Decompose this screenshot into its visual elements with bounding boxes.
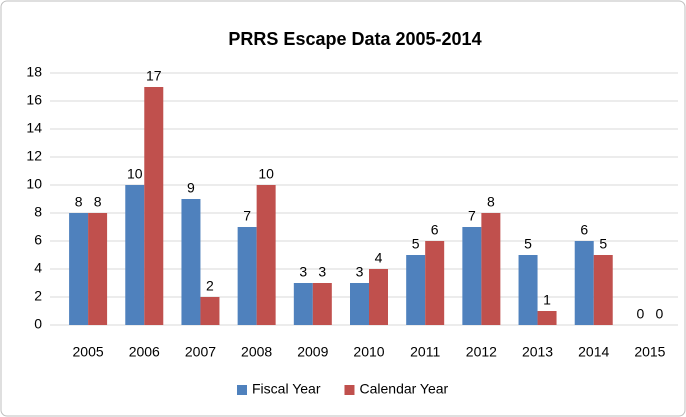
bar (237, 227, 257, 325)
data-label: 5 (412, 236, 420, 252)
bar (462, 227, 482, 325)
x-tick-label: 2014 (578, 344, 609, 360)
data-label: 3 (356, 264, 364, 280)
data-label: 0 (656, 306, 664, 322)
bar (181, 199, 201, 325)
x-tick-label: 2015 (634, 344, 665, 360)
data-label: 0 (637, 306, 645, 322)
x-tick-label: 2007 (185, 344, 216, 360)
data-label: 6 (431, 222, 439, 238)
data-label: 9 (187, 180, 195, 196)
data-label: 10 (127, 166, 143, 182)
y-tick-label: 10 (26, 176, 42, 192)
bar (88, 213, 108, 325)
bar (518, 255, 538, 325)
y-tick-label: 6 (34, 232, 42, 248)
x-tick-label: 2012 (466, 344, 497, 360)
bar (69, 213, 89, 325)
x-tick-label: 2006 (129, 344, 160, 360)
legend-swatch (344, 385, 355, 395)
y-tick-label: 12 (26, 148, 42, 164)
data-label: 17 (146, 68, 162, 84)
data-label: 10 (258, 166, 274, 182)
bar (369, 269, 388, 325)
x-tick-label: 2013 (522, 344, 553, 360)
x-tick-label: 2011 (410, 344, 440, 360)
data-label: 3 (299, 264, 307, 280)
bar (125, 185, 145, 325)
bar (593, 255, 613, 325)
x-tick-label: 2010 (353, 344, 384, 360)
y-tick-label: 0 (34, 316, 42, 332)
bar (256, 185, 276, 325)
data-label: 1 (543, 292, 551, 308)
data-label: 4 (375, 250, 383, 266)
y-tick-label: 2 (34, 288, 42, 304)
bar (425, 241, 445, 325)
bar (144, 87, 164, 325)
bar (200, 297, 220, 325)
legend-label: Fiscal Year (252, 381, 321, 397)
legend-swatch (237, 385, 247, 395)
x-tick-label: 2009 (297, 344, 328, 360)
y-tick-label: 14 (26, 120, 42, 136)
chart-title: PRRS Escape Data 2005-2014 (228, 29, 481, 49)
data-label: 7 (468, 208, 476, 224)
data-label: 8 (94, 194, 102, 210)
data-label: 6 (580, 222, 588, 238)
y-tick-label: 18 (26, 64, 42, 80)
y-tick-label: 16 (26, 92, 42, 108)
bar (293, 283, 313, 325)
bar (312, 283, 332, 325)
data-label: 2 (206, 278, 214, 294)
y-tick-label: 8 (34, 204, 42, 220)
bar (537, 311, 557, 325)
legend-label: Calendar Year (359, 381, 448, 397)
bar (350, 283, 369, 325)
data-label: 3 (318, 264, 326, 280)
data-label: 8 (75, 194, 83, 210)
data-label: 7 (243, 208, 251, 224)
y-tick-label: 4 (34, 260, 42, 276)
bar (574, 241, 594, 325)
data-label: 5 (524, 236, 532, 252)
data-label: 5 (599, 236, 607, 252)
bar (481, 213, 501, 325)
x-tick-label: 2008 (241, 344, 272, 360)
data-label: 8 (487, 194, 495, 210)
bar (406, 255, 426, 325)
x-tick-label: 2005 (73, 344, 104, 360)
